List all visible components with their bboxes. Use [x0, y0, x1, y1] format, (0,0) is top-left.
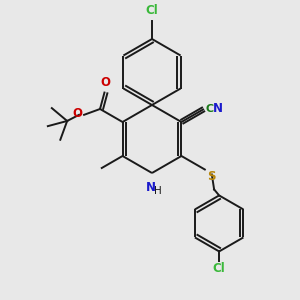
Text: N: N [213, 101, 223, 115]
Text: O: O [101, 76, 111, 88]
Text: S: S [207, 170, 215, 184]
Text: Cl: Cl [146, 4, 158, 17]
Text: N: N [146, 181, 156, 194]
Text: Cl: Cl [213, 262, 226, 275]
Text: O: O [72, 107, 82, 120]
Text: C: C [206, 104, 214, 114]
Text: H: H [154, 186, 162, 196]
